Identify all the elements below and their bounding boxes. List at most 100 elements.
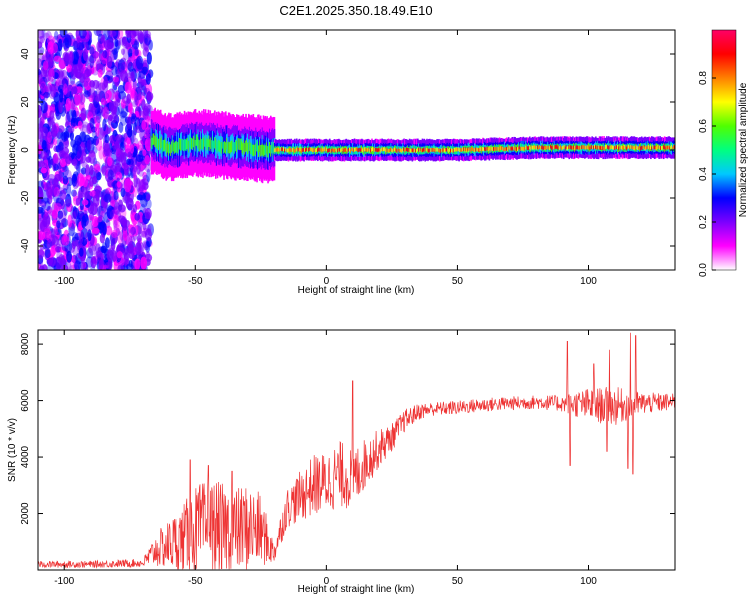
heat-cell [399, 148, 402, 153]
heat-cell [622, 145, 625, 150]
colorbar-gradient [711, 29, 737, 271]
heat-cell [85, 30, 92, 40]
y-tick-label: 2000 [20, 502, 31, 525]
heat-cell [61, 235, 70, 246]
heat-cell [562, 145, 564, 150]
heat-cell [161, 141, 164, 154]
heat-cell [595, 145, 597, 150]
heat-cell [235, 139, 237, 152]
x-tick-label: -50 [188, 576, 203, 587]
heat-cell [279, 148, 282, 153]
heat-cell [143, 227, 152, 236]
heat-cell [264, 143, 267, 155]
heat-cell [451, 148, 454, 153]
heat-cell [126, 93, 131, 104]
heat-cell [405, 147, 407, 152]
heat-cell [539, 146, 542, 150]
heat-cell [465, 148, 468, 153]
heat-cell [38, 58, 43, 69]
heat-cell [511, 146, 514, 150]
heat-cell [502, 146, 504, 151]
heat-cell [306, 147, 308, 152]
heat-cell [436, 147, 438, 152]
heat-cell [224, 141, 226, 153]
heat-cell [248, 139, 251, 151]
heat-cell [119, 141, 125, 150]
heat-cell [647, 145, 649, 150]
heat-cell [565, 144, 568, 149]
heat-cell [146, 91, 154, 101]
heat-cell [97, 69, 103, 78]
heat-cell [38, 230, 46, 241]
heat-cell [50, 83, 57, 98]
heat-cell [495, 147, 498, 151]
y-tick-label: 8000 [20, 333, 31, 356]
heat-cell [92, 194, 100, 207]
heat-cell [130, 248, 136, 255]
heat-cell [84, 68, 92, 76]
heat-cell [71, 158, 78, 166]
heat-cell [519, 146, 522, 151]
heat-cell [216, 141, 219, 153]
heat-cell [629, 144, 632, 149]
heat-cell [97, 215, 103, 223]
heat-cell [258, 145, 260, 157]
heat-cell [584, 145, 587, 150]
colorbar-tick-label: 0.2 [698, 215, 709, 229]
heat-cell [421, 148, 424, 153]
heat-cell [639, 145, 641, 150]
heat-cell [106, 249, 114, 262]
heat-cell [176, 141, 179, 153]
heat-cell [93, 135, 100, 146]
heat-cell [128, 48, 133, 58]
colorbar-tick-label: 0.4 [698, 167, 709, 181]
heat-cell [517, 147, 519, 152]
heat-cell [136, 234, 142, 243]
heat-cell [100, 245, 107, 254]
heat-cell [38, 160, 46, 168]
heat-cell [229, 142, 232, 155]
heat-cell [364, 147, 367, 152]
heat-cell [115, 153, 122, 167]
heat-cell [338, 147, 340, 152]
heat-cell [160, 136, 163, 149]
heat-cell [98, 258, 104, 270]
heat-cell [352, 148, 355, 153]
heat-cell [184, 138, 187, 151]
x-tick-label: 100 [580, 276, 597, 287]
heat-cell [365, 148, 368, 152]
spectrogram-panel: -100 -50 0 50 100 -40 -20 0 20 40 Height of stra… [7, 29, 676, 296]
heat-cell [558, 145, 560, 150]
heat-cell [130, 71, 135, 82]
heat-cell [166, 143, 168, 155]
heat-cell [304, 147, 306, 152]
heat-cell [477, 148, 480, 152]
heat-cell [38, 249, 45, 259]
heat-cell [406, 148, 409, 152]
heat-cell [118, 121, 124, 134]
heat-cell [47, 131, 53, 143]
heat-cell [371, 147, 373, 152]
spectrogram-heat-layer [38, 30, 675, 270]
heat-cell [64, 198, 73, 208]
heat-cell [247, 141, 250, 154]
heat-cell [245, 140, 247, 153]
heat-cell [66, 109, 74, 123]
heat-cell [92, 93, 98, 101]
heat-cell [628, 144, 630, 149]
heat-cell [514, 146, 516, 151]
heat-cell [64, 34, 72, 49]
heat-cell [145, 73, 151, 85]
heat-cell [452, 148, 455, 153]
heat-cell [328, 148, 331, 152]
heat-cell [459, 148, 461, 153]
heat-cell [597, 145, 600, 149]
heat-cell [136, 194, 144, 201]
heat-cell [428, 148, 430, 153]
heat-cell [39, 264, 45, 270]
x-tick-label: 0 [324, 276, 330, 287]
heat-cell [567, 146, 570, 150]
heat-cell [510, 147, 513, 152]
heat-cell [651, 144, 654, 149]
heat-cell [409, 148, 412, 153]
